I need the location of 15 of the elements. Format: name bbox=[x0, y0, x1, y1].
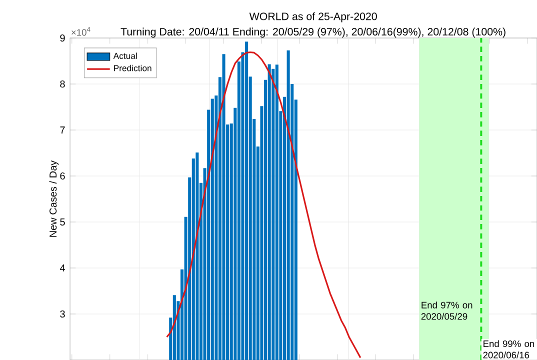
chart-title: WORLD as of 25-Apr-2020 bbox=[249, 12, 377, 22]
legend-label: Prediction bbox=[114, 64, 152, 72]
y-tick-label: 9 bbox=[60, 34, 65, 42]
y-tick-label: 5 bbox=[60, 218, 65, 226]
annotation: End 99% on 2020/06/16 bbox=[483, 340, 534, 358]
annotation: End 97% on 2020/05/29 bbox=[421, 302, 472, 320]
y-tick-label: 7 bbox=[60, 126, 65, 134]
y-tick-label: 4 bbox=[60, 264, 66, 272]
text: ×10$^{4}$ bbox=[72, 27, 90, 36]
y-axis-title: New Cases / Day bbox=[49, 160, 59, 237]
chart-subtitle: Turning Date: 20/04/11 Ending: 20/05/29 (97%), 20/06/16(99%), 20/12/08 (100%) bbox=[120, 28, 506, 38]
y-tick-label: 8 bbox=[60, 80, 65, 88]
legend-label: Actual bbox=[113, 52, 137, 59]
y-tick-label: 3 bbox=[60, 310, 65, 318]
y-tick-label: 6 bbox=[60, 172, 65, 180]
